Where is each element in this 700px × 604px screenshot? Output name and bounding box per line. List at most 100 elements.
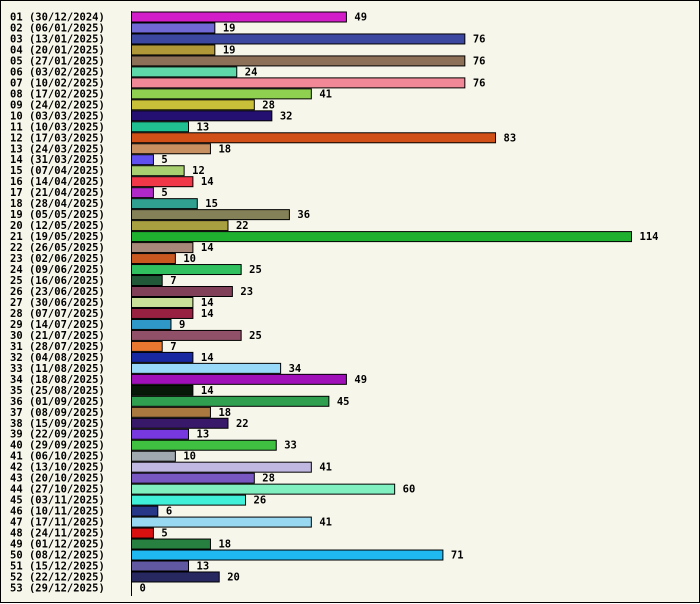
bar [131, 33, 466, 45]
value-label: 14 [201, 308, 214, 320]
value-label: 18 [218, 407, 231, 419]
bar [131, 121, 190, 133]
value-label: 34 [289, 363, 302, 375]
value-label: 14 [201, 352, 214, 364]
category-label: 21 (19/05/2025) [10, 231, 105, 243]
value-label: 14 [201, 242, 214, 254]
value-label: 0 [140, 582, 146, 594]
bar [131, 428, 190, 440]
bar [131, 220, 229, 232]
value-label: 41 [319, 88, 332, 100]
bar [131, 176, 194, 188]
bar [131, 571, 220, 583]
category-label: 06 (03/02/2025) [10, 66, 105, 78]
category-label: 16 (14/04/2025) [10, 176, 105, 188]
category-label: 53 (29/12/2025) [10, 582, 105, 594]
category-label: 45 (03/11/2025) [10, 495, 105, 507]
bar [131, 296, 194, 308]
bar [131, 198, 198, 210]
category-label: 02 (06/01/2025) [10, 22, 105, 34]
bar [131, 88, 312, 100]
category-label: 37 (08/09/2025) [10, 407, 105, 419]
bar [131, 351, 194, 363]
category-label: 18 (28/04/2025) [10, 198, 105, 210]
bar [131, 494, 247, 506]
value-label: 15 [205, 198, 218, 210]
category-label: 28 (07/07/2025) [10, 308, 105, 320]
value-label: 26 [254, 495, 267, 507]
category-label: 47 (17/11/2025) [10, 517, 105, 529]
value-label: 5 [161, 528, 167, 540]
bar [131, 165, 185, 177]
value-label: 14 [201, 176, 214, 188]
bar [131, 362, 282, 374]
category-label: 49 (01/12/2025) [10, 539, 105, 551]
category-label: 20 (12/05/2025) [10, 220, 105, 232]
value-label: 7 [170, 341, 176, 353]
category-label: 30 (21/07/2025) [10, 330, 105, 342]
value-label: 76 [473, 77, 486, 89]
value-label: 71 [451, 550, 464, 562]
bar [131, 373, 347, 385]
value-label: 25 [249, 264, 262, 276]
bar [131, 286, 233, 297]
bar [131, 44, 216, 56]
bar [131, 110, 273, 122]
value-label: 14 [201, 385, 214, 397]
bar [131, 516, 312, 528]
category-label: 52 (22/12/2025) [10, 571, 105, 583]
bar [131, 549, 444, 561]
bar [131, 231, 632, 243]
category-label: 08 (17/02/2025) [10, 88, 105, 100]
bar [131, 439, 277, 451]
category-label: 48 (24/11/2025) [10, 528, 105, 540]
category-label: 46 (10/11/2025) [10, 506, 105, 518]
bar [131, 417, 229, 429]
bar [131, 329, 242, 341]
category-label: 23 (02/06/2025) [10, 253, 105, 265]
category-label: 40 (29/09/2025) [10, 440, 105, 452]
category-label: 39 (22/09/2025) [10, 429, 105, 441]
category-label: 22 (26/05/2025) [10, 242, 105, 254]
value-label: 9 [179, 319, 185, 331]
value-label: 49 [354, 12, 367, 24]
value-label: 76 [473, 55, 486, 67]
category-label: 24 (09/06/2025) [10, 264, 105, 276]
bar [131, 384, 194, 396]
category-label: 17 (21/04/2025) [10, 187, 105, 199]
category-label: 33 (11/08/2025) [10, 363, 105, 375]
value-label: 23 [240, 286, 253, 298]
value-label: 19 [223, 22, 236, 34]
bar [131, 472, 255, 484]
bar [131, 318, 172, 330]
value-label: 60 [403, 484, 416, 496]
value-label: 114 [640, 231, 659, 243]
bar [131, 66, 238, 78]
value-label: 13 [197, 561, 210, 573]
value-label: 76 [473, 33, 486, 45]
value-label: 41 [319, 462, 332, 474]
bar [131, 99, 255, 111]
category-label: 35 (25/08/2025) [10, 385, 105, 397]
value-label: 13 [197, 429, 210, 441]
category-label: 31 (28/07/2025) [10, 341, 105, 353]
bar [131, 11, 347, 23]
category-label: 19 (05/05/2025) [10, 209, 105, 221]
bar [131, 307, 194, 319]
value-label: 20 [227, 571, 240, 583]
value-label: 10 [183, 451, 196, 463]
value-label: 12 [192, 165, 205, 177]
category-label: 29 (14/07/2025) [10, 319, 105, 331]
category-label: 36 (01/09/2025) [10, 396, 105, 408]
bar [131, 483, 396, 495]
category-label: 10 (03/03/2025) [10, 110, 105, 122]
category-label: 43 (20/10/2025) [10, 473, 105, 485]
value-label: 13 [197, 121, 210, 133]
category-label: 44 (27/10/2025) [10, 484, 105, 496]
bar [131, 77, 466, 89]
value-label: 7 [170, 275, 176, 287]
category-label: 27 (30/06/2025) [10, 297, 105, 309]
bar [131, 209, 290, 221]
